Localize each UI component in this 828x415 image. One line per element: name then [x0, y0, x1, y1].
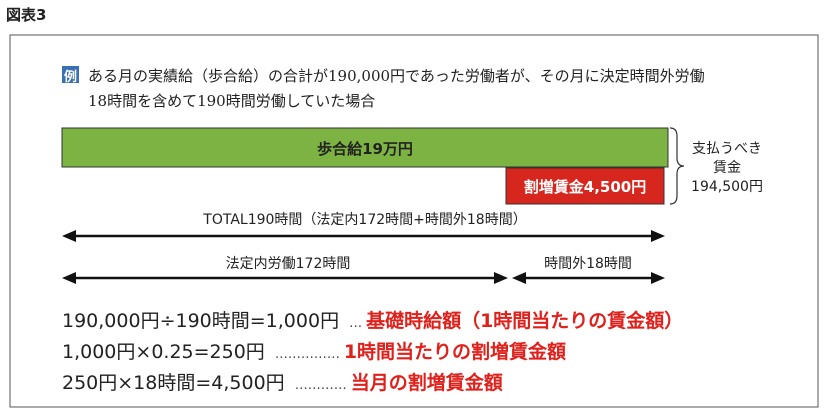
formula-leader: …………	[294, 378, 347, 393]
total-label: TOTAL190時間（法定内172時間+時間外18時間）	[203, 212, 527, 228]
formula-result: 当月の割増賃金額	[350, 372, 503, 394]
base-label: 歩合給19万円	[317, 140, 413, 158]
formula-expression: 190,000円÷190時間=1,000円	[62, 310, 340, 332]
payment-text: 賃金	[713, 160, 741, 176]
payment-text: 支払うべき	[692, 141, 762, 157]
formula-expression: 1,000円×0.25=250円	[62, 341, 265, 363]
figure-label: 図表3	[6, 6, 47, 24]
arrows	[62, 230, 665, 284]
formula-result: 基礎時給額（1時間当たりの賃金額）	[366, 310, 684, 332]
payment-text: 194,500円	[691, 179, 763, 195]
formula-row: 1,000円×0.25=250円 …………… 1時間当たりの割増賃金額	[62, 337, 566, 364]
formula-leader: …	[349, 316, 363, 331]
premium-label: 割増賃金4,500円	[523, 178, 647, 196]
example-text: 18時間を含めて190時間労働していた場合	[88, 92, 376, 110]
base-bar	[61, 127, 669, 168]
example-text: ある月の実績給（歩合給）の合計が190,000円であった労働者が、その月に決定時…	[88, 67, 705, 85]
formula-expression: 250円×18時間=4,500円	[62, 372, 285, 394]
example-icon: 例	[64, 70, 78, 85]
premium-bar	[505, 167, 665, 205]
regular-label: 法定内労働172時間	[225, 256, 351, 272]
formula-leader: ……………	[274, 347, 340, 362]
brace	[669, 127, 685, 205]
formula-row: 190,000円÷190時間=1,000円 … 基礎時給額（1時間当たりの賃金額）	[62, 306, 683, 333]
frame	[9, 34, 819, 408]
example-icon-box	[62, 66, 79, 83]
formula-result: 1時間当たりの割増賃金額	[343, 341, 567, 363]
formula-row: 250円×18時間=4,500円 ………… 当月の割増賃金額	[62, 368, 503, 395]
overtime-label: 時間外18時間	[544, 256, 632, 272]
